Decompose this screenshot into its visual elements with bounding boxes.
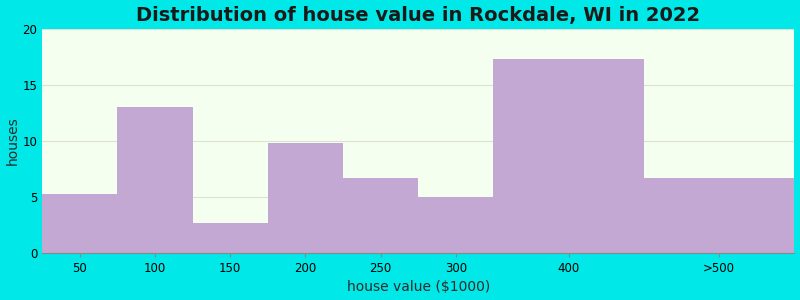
Bar	[42, 194, 118, 253]
Bar	[418, 197, 494, 253]
Bar	[343, 178, 418, 253]
Bar	[118, 107, 193, 253]
Title: Distribution of house value in Rockdale, WI in 2022: Distribution of house value in Rockdale,…	[136, 6, 700, 25]
Bar	[494, 59, 644, 253]
Y-axis label: houses: houses	[6, 116, 19, 165]
X-axis label: house value ($1000): house value ($1000)	[346, 280, 490, 294]
Bar	[268, 143, 343, 253]
Bar	[193, 223, 268, 253]
Bar	[644, 178, 794, 253]
